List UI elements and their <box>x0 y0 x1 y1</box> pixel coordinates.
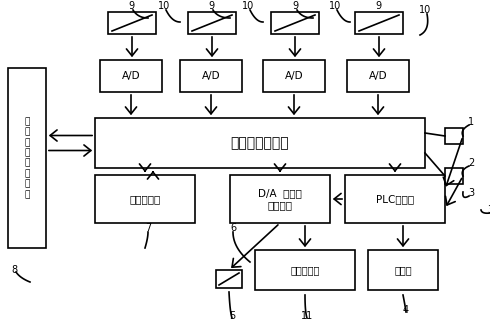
Bar <box>100 60 162 92</box>
Text: 11: 11 <box>301 311 313 321</box>
Text: 触
摸
显
示
屏
控
制
器: 触 摸 显 示 屏 控 制 器 <box>24 117 30 199</box>
Text: 6: 6 <box>230 223 236 233</box>
Bar <box>216 270 242 288</box>
Bar <box>345 175 445 223</box>
Bar <box>445 168 463 184</box>
Bar <box>188 12 236 34</box>
Bar <box>263 60 325 92</box>
Bar <box>255 250 355 290</box>
Text: D/A  风机变
频控制器: D/A 风机变 频控制器 <box>258 188 302 210</box>
Bar <box>8 68 46 248</box>
Text: 10: 10 <box>242 1 254 11</box>
Text: 1: 1 <box>468 117 474 127</box>
Text: 2: 2 <box>468 158 474 168</box>
Text: 5: 5 <box>229 311 235 321</box>
Text: PLC控制器: PLC控制器 <box>376 194 414 204</box>
Text: 中央数据处理器: 中央数据处理器 <box>231 136 289 150</box>
Text: 10: 10 <box>329 1 341 11</box>
Text: 8: 8 <box>11 265 17 275</box>
Text: 9: 9 <box>128 1 134 11</box>
Text: 3: 3 <box>468 188 474 198</box>
Text: 9: 9 <box>375 1 381 11</box>
Bar <box>271 12 319 34</box>
Text: A/D: A/D <box>285 71 303 81</box>
Text: A/D: A/D <box>368 71 387 81</box>
Text: 数据存储器: 数据存储器 <box>129 194 161 204</box>
Text: 9: 9 <box>292 1 298 11</box>
Bar <box>230 175 330 223</box>
Text: 4: 4 <box>403 305 409 315</box>
Bar <box>445 128 463 144</box>
Text: A/D: A/D <box>122 71 140 81</box>
Text: 7: 7 <box>145 223 151 233</box>
Text: 报警器: 报警器 <box>394 265 412 275</box>
Bar <box>95 175 195 223</box>
Text: A/D: A/D <box>202 71 220 81</box>
Bar <box>347 60 409 92</box>
Text: 3: 3 <box>487 205 490 215</box>
Bar <box>95 118 425 168</box>
Text: 10: 10 <box>158 1 170 11</box>
Text: 9: 9 <box>208 1 214 11</box>
Bar <box>355 12 403 34</box>
Text: 下料控制器: 下料控制器 <box>290 265 319 275</box>
Text: 10: 10 <box>419 5 431 15</box>
Bar <box>108 12 156 34</box>
Bar <box>368 250 438 290</box>
Bar <box>180 60 242 92</box>
